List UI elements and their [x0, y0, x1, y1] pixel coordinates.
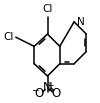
Text: +: + [48, 81, 54, 90]
Text: N: N [77, 17, 84, 27]
Text: −: − [32, 85, 39, 94]
Text: Cl: Cl [3, 32, 13, 42]
Text: Cl: Cl [42, 4, 53, 14]
Text: O: O [35, 87, 44, 100]
Text: O: O [51, 87, 60, 100]
Text: N: N [43, 81, 52, 94]
